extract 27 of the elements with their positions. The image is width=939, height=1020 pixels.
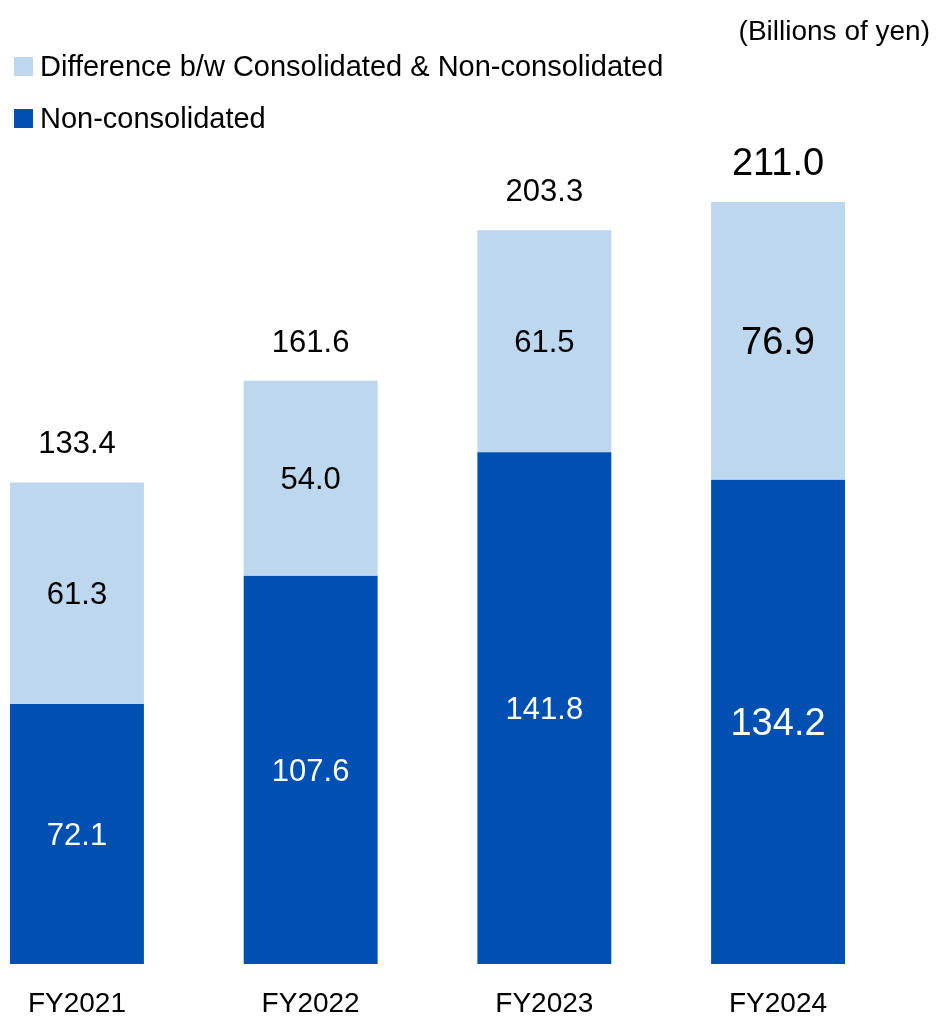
x-tick-label: FY2022 (261, 987, 360, 1018)
text: (Billions of yen) (738, 15, 930, 46)
total-label: 133.4 (38, 425, 116, 461)
total-label: 161.6 (271, 323, 350, 359)
total-label: 211.0 (731, 141, 825, 183)
bar (10, 482, 144, 704)
data-label: 134.2 (730, 701, 826, 744)
data-label: 61.5 (514, 324, 575, 360)
x-tick-label: FY2023 (495, 987, 594, 1018)
x-tick-label: FY2024 (729, 987, 828, 1018)
data-label: 61.3 (46, 576, 108, 612)
bar (711, 479, 845, 964)
bar (711, 202, 845, 480)
data-label: 72.1 (46, 817, 108, 853)
data-label: 107.6 (271, 752, 350, 788)
data-label: 76.9 (741, 320, 816, 363)
legend-label: Non-consolidated (40, 102, 266, 135)
bar (477, 230, 612, 453)
bar (477, 452, 612, 964)
bar (10, 703, 144, 964)
total-label: 203.3 (505, 173, 584, 209)
bar (243, 380, 378, 576)
x-tick-label: FY2021 (27, 987, 126, 1018)
data-label: 54.0 (280, 461, 341, 497)
legend-label: Difference b/w Consolidated & Non-consolidated (40, 50, 664, 83)
data-label: 141.8 (505, 691, 584, 727)
bar (243, 575, 378, 964)
